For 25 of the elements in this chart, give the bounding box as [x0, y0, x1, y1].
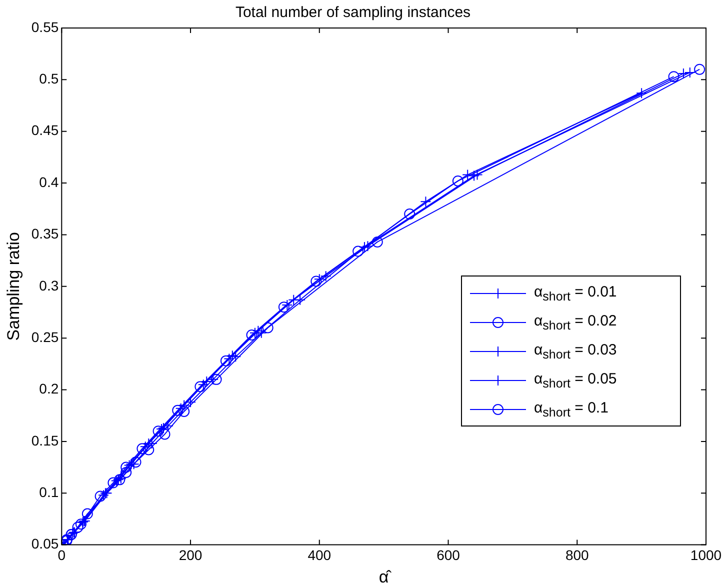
y-tick-label: 0.45 [31, 122, 59, 138]
x-axis-title: α̂ [378, 567, 392, 586]
legend-label: α$_{short}$ = 0.1 [534, 399, 608, 420]
legend-label: α$_{short}$ = 0.03 [534, 341, 617, 362]
y-axis-title: Sampling ratio [4, 232, 23, 341]
x-tick-label: 200 [178, 547, 202, 564]
y-tick-label: 0.3 [39, 277, 59, 294]
x-tick-label: 0 [58, 547, 66, 564]
x-tick-label: 600 [436, 547, 460, 564]
y-tick-label: 0.5 [39, 70, 59, 87]
y-tick-label: 0.4 [39, 174, 59, 190]
y-tick-label: 0.1 [39, 484, 59, 500]
chart-title: Total number of sampling instances [235, 4, 471, 22]
legend-label: α$_{short}$ = 0.02 [534, 312, 617, 332]
y-tick-label: 0.35 [31, 226, 59, 242]
y-tick-label: 0.25 [31, 328, 59, 345]
legend-label: α$_{short}$ = 0.05 [534, 370, 617, 390]
y-tick-label: 0.15 [31, 432, 59, 448]
y-tick-label: 0.2 [39, 380, 59, 397]
y-tick-label: 0.55 [31, 18, 59, 35]
x-tick-label: 400 [308, 547, 332, 564]
y-tick-label: 0.05 [31, 536, 59, 552]
legend-label: α$_{short}$ = 0.01 [534, 283, 617, 304]
x-tick-label: 1000 [690, 547, 722, 564]
x-tick-label: 800 [565, 547, 590, 564]
